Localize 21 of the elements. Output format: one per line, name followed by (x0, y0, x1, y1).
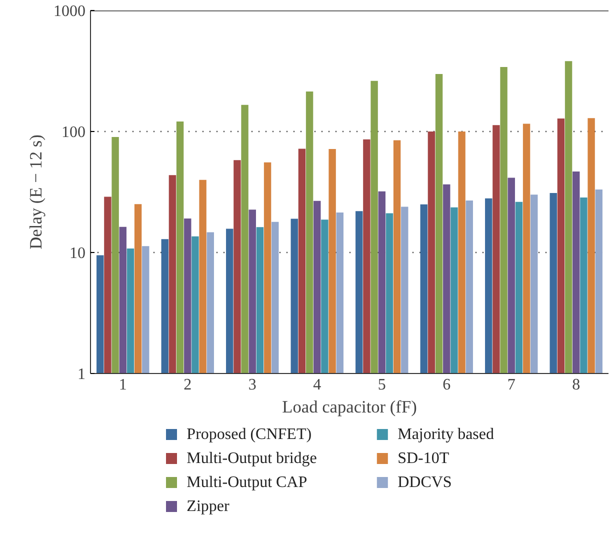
x-tick-label: 7 (507, 376, 516, 394)
y-tick-label: 10 (70, 245, 86, 262)
x-tick-label: 6 (442, 376, 451, 394)
y-axis-title: Delay (E − 12 s) (26, 134, 46, 250)
legend-label: Zipper (186, 498, 230, 515)
legend-label: Majority based (398, 426, 494, 443)
legend-label: DDCVS (398, 474, 452, 491)
legend-label: SD-10T (398, 450, 450, 467)
x-axis-title: Load capacitor (fF) (282, 398, 418, 416)
x-tick-label: 1 (118, 376, 127, 394)
x-tick-label: 2 (184, 376, 192, 394)
x-tick-label: 8 (572, 376, 580, 394)
x-tick-label: 4 (313, 376, 322, 394)
legend-label: Multi-Output bridge (186, 450, 317, 467)
x-tick-label: 3 (248, 376, 256, 394)
x-tick-label: 5 (378, 376, 386, 394)
y-tick-label: 100 (62, 124, 86, 141)
y-tick-label: 1 (78, 366, 86, 383)
y-tick-label: 1000 (54, 3, 86, 20)
legend-label: Multi-Output CAP (186, 474, 308, 491)
legend-label: Proposed (CNFET) (186, 426, 312, 443)
